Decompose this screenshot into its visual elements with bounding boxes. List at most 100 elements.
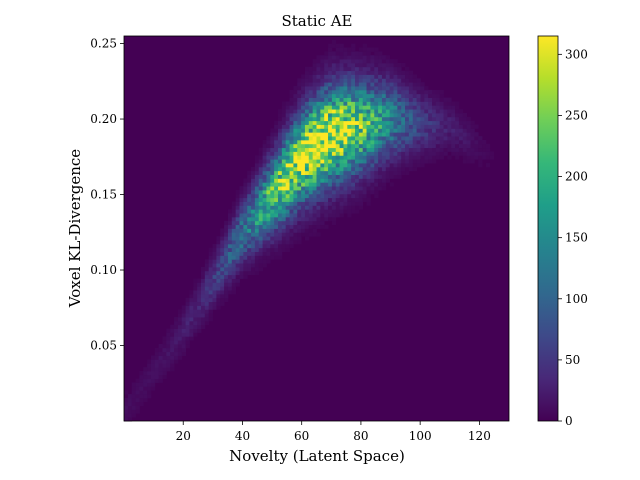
heatmap-cell [312, 116, 317, 122]
heatmap-cell [285, 190, 290, 195]
heatmap-cell [166, 340, 171, 345]
heatmap-cell [251, 247, 256, 252]
heatmap-cell [482, 143, 487, 149]
heatmap-cell [297, 236, 302, 241]
heatmap-cell [127, 405, 133, 410]
heatmap-cell [278, 147, 283, 152]
heatmap-cell [412, 163, 417, 168]
heatmap-cell [308, 78, 314, 83]
heatmap-cell [374, 51, 379, 56]
heatmap-cell [428, 116, 433, 122]
heatmap-cell [405, 155, 410, 160]
heatmap-cell [316, 55, 321, 60]
heatmap-cell [343, 147, 348, 152]
heatmap-cell [393, 174, 398, 179]
heatmap-cell [324, 178, 329, 183]
heatmap-cell [278, 205, 283, 210]
heatmap-cell [220, 243, 225, 249]
heatmap-cell [177, 340, 183, 345]
heatmap-cell [235, 197, 240, 202]
heatmap-cell [366, 66, 371, 72]
heatmap-cell [362, 59, 367, 64]
heatmap-cell [439, 116, 444, 122]
heatmap-cell [358, 47, 364, 52]
heatmap-cell [328, 182, 333, 187]
heatmap-cell [320, 174, 325, 179]
heatmap-cell [451, 151, 456, 156]
heatmap-cell [401, 163, 406, 168]
heatmap-cell [258, 263, 263, 268]
heatmap-cell [239, 267, 244, 272]
heatmap-cell [181, 347, 186, 353]
heatmap-cell [335, 74, 340, 79]
heatmap-cell [428, 113, 433, 118]
heatmap-cell [458, 124, 464, 129]
heatmap-cell [343, 170, 348, 175]
heatmap-cell [370, 101, 375, 106]
heatmap-cell [266, 228, 271, 233]
heatmap-cell [204, 317, 210, 322]
heatmap-cell [466, 159, 471, 164]
heatmap-cell [401, 136, 406, 141]
heatmap-cell [254, 205, 260, 210]
heatmap-cell [297, 170, 302, 175]
heatmap-cell [254, 240, 260, 245]
heatmap-cell [378, 86, 383, 91]
heatmap-cell [339, 155, 344, 160]
heatmap-cell [405, 82, 410, 87]
heatmap-cell [278, 143, 283, 149]
heatmap-cell [397, 86, 402, 91]
heatmap-cell [266, 205, 271, 210]
heatmap-cell [370, 74, 375, 79]
heatmap-cell [328, 178, 333, 183]
heatmap-cell [197, 317, 202, 322]
heatmap-cell [432, 128, 437, 133]
heatmap-cell [301, 220, 306, 226]
heatmap-cell [197, 320, 202, 326]
heatmap-cell [320, 59, 325, 64]
heatmap-cell [412, 139, 417, 145]
heatmap-cell [324, 213, 329, 218]
heatmap-cell [320, 143, 325, 149]
heatmap-cell [393, 136, 398, 141]
heatmap-cell [347, 166, 352, 172]
heatmap-cell [428, 93, 433, 98]
heatmap-cell [231, 220, 237, 226]
heatmap-cell [293, 190, 298, 195]
heatmap-cell [482, 151, 487, 156]
heatmap-cell [366, 193, 371, 199]
heatmap-cell [339, 62, 344, 68]
heatmap-cell [208, 305, 213, 310]
heatmap-cell [239, 247, 244, 252]
heatmap-cell [243, 193, 248, 199]
heatmap-cell [374, 128, 379, 133]
heatmap-cell [335, 70, 340, 75]
heatmap-cell [331, 213, 337, 218]
heatmap-cell [324, 82, 329, 87]
heatmap-cell [197, 313, 202, 318]
heatmap-cell [447, 105, 452, 110]
heatmap-cell [335, 89, 340, 95]
heatmap-cell [177, 355, 183, 360]
heatmap-cell [351, 205, 356, 210]
heatmap-cell [397, 78, 402, 83]
heatmap-cell [212, 301, 217, 306]
heatmap-cell [247, 224, 252, 229]
heatmap-cell [301, 147, 306, 152]
heatmap-cell [274, 186, 279, 191]
heatmap-cell [358, 163, 364, 168]
heatmap-cell [458, 128, 464, 133]
heatmap-cell [397, 166, 402, 172]
heatmap-cell [170, 324, 175, 329]
heatmap-cell [281, 120, 287, 125]
heatmap-cell [124, 413, 129, 418]
heatmap-cell [347, 151, 352, 156]
heatmap-cell [231, 263, 237, 268]
heatmap-cell [405, 66, 410, 72]
heatmap-cell [381, 147, 387, 152]
heatmap-cell [378, 120, 383, 125]
heatmap-cell [374, 109, 379, 114]
heatmap-cell [343, 101, 348, 106]
heatmap-cell [278, 120, 283, 125]
heatmap-cell [216, 247, 221, 252]
